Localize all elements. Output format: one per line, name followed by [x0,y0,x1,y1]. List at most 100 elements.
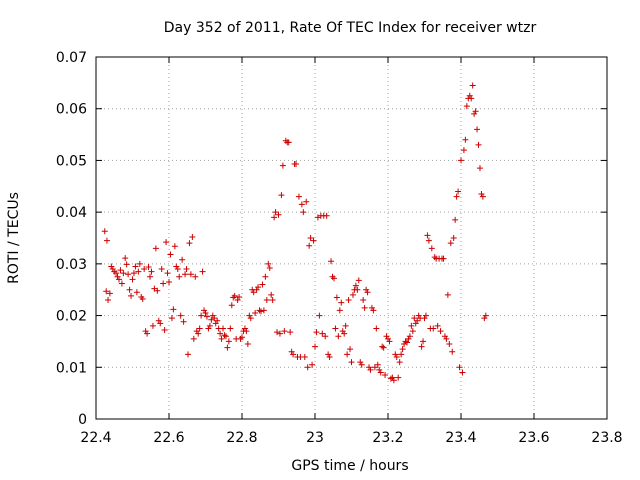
data-point [139,296,146,303]
data-point [357,359,364,366]
data-point [443,335,450,342]
data-point [398,351,405,358]
data-point [379,343,386,350]
data-point [285,139,292,146]
data-point [339,328,346,335]
data-point [113,270,120,277]
data-point [373,325,380,332]
data-point [395,374,402,381]
data-point [281,328,288,335]
data-point [322,333,329,340]
data-point [190,335,197,342]
data-point [186,240,193,247]
data-point [387,375,394,382]
data-point [211,315,218,322]
data-point [309,361,316,368]
data-point [105,297,112,304]
data-point [290,351,297,358]
data-point [403,339,410,346]
y-tick-label: 0.01 [56,360,87,376]
data-point [440,255,447,262]
data-point [173,263,180,270]
data-point [218,335,225,342]
data-point [164,270,171,277]
data-point [310,237,317,244]
data-point [374,361,381,368]
data-point [120,270,127,277]
data-point [147,273,154,280]
data-point [304,364,311,371]
y-tick-label: 0.03 [56,257,87,273]
data-point [313,329,320,336]
data-point [402,338,409,345]
data-point [275,211,282,218]
data-point [399,346,406,353]
data-series [101,82,489,384]
data-point [125,271,132,278]
data-point [371,364,378,371]
data-point [201,307,208,314]
y-tick-label: 0.05 [56,153,87,169]
data-point [456,364,463,371]
x-tick-label: 23.6 [518,430,549,446]
data-point [221,332,228,339]
data-point [481,315,488,322]
data-point [192,273,199,280]
data-point [364,289,371,296]
data-point [341,330,348,337]
data-point [141,266,148,273]
data-point [472,108,479,115]
data-point [170,306,177,313]
data-point [469,82,476,89]
data-point [199,268,206,275]
data-point [288,348,295,355]
data-point [444,291,451,298]
data-point [163,239,170,246]
chart-title: Day 352 of 2011, Rate Of TEC Index for r… [164,20,537,36]
data-point [476,165,483,172]
data-point [246,312,253,319]
data-point [193,328,200,335]
data-point [177,312,184,319]
data-point [463,103,470,110]
data-point [205,325,212,332]
axis-ticks: 22.4 22.6 22.8 23 23.2 23.4 23.6 23.8 0 0.01 0.02 0… [56,50,623,446]
data-point [227,325,234,332]
data-point [355,277,362,284]
data-point [208,316,215,323]
data-point [368,304,375,311]
data-point [180,318,187,325]
data-point [452,216,459,223]
data-point [316,312,323,319]
data-point [421,315,428,322]
data-point [441,333,448,340]
data-point [220,325,227,332]
data-point [148,268,155,275]
data-point [129,276,136,283]
data-point [332,325,339,332]
data-point [449,348,456,355]
data-point [478,191,485,198]
data-point [345,297,352,304]
data-point [154,287,161,294]
data-point [279,162,286,169]
data-point [123,261,130,268]
data-point [363,286,370,293]
data-point [475,141,482,148]
data-point [260,307,267,314]
data-point [257,308,264,315]
data-point [189,233,196,240]
data-point [314,214,321,221]
data-point [428,245,435,252]
x-tick-label: 23.4 [445,430,476,446]
data-point [325,351,332,358]
data-point [408,322,415,329]
data-point [149,322,156,329]
data-point [336,307,343,314]
data-point [269,297,276,304]
data-point [361,304,368,311]
data-point [389,374,396,381]
data-point [434,322,441,329]
data-point [430,325,437,332]
data-point [247,315,254,322]
